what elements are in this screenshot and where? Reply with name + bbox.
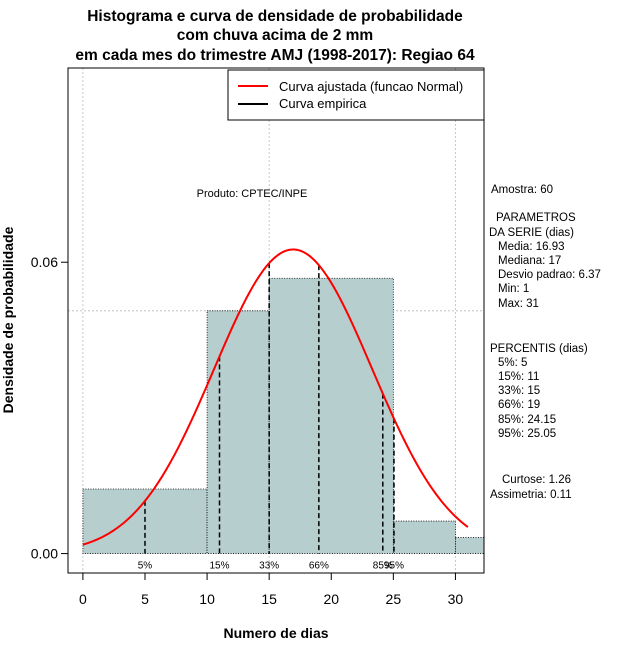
chart-title-line-3: em cada mes do trimestre AMJ (1998-2017)…	[75, 47, 475, 64]
stat-param-title-2: DA SERIE (dias)	[489, 227, 574, 239]
stat-p66: 66%: 19	[498, 399, 540, 411]
y-axis-label: Densidade de probabilidade	[0, 226, 16, 413]
stat-media: Media: 16.93	[498, 241, 565, 253]
stat-p15: 15%: 11	[498, 371, 539, 383]
axes-layer: 0 5 10 15 20 25 30 0.00 0.06	[31, 254, 464, 607]
stat-param-title-1: PARAMETROS	[496, 212, 576, 224]
y-tick-label-1: 0.06	[31, 254, 58, 270]
stat-p95: 95%: 25.05	[498, 428, 556, 440]
stat-mediana: Mediana: 17	[498, 255, 561, 267]
bars-layer	[82, 277, 485, 554]
legend-fit-label: Curva ajustada (funcao Normal)	[279, 79, 463, 94]
stat-perc-title: PERCENTIS (dias)	[490, 343, 588, 355]
x-tick-label-5: 25	[386, 591, 402, 607]
stat-desvio: Desvio padrao: 6.37	[498, 269, 601, 281]
histogram-bar-3	[392, 520, 456, 554]
x-axis-label: Numero de dias	[223, 625, 328, 641]
legend-empirical-label: Curva empirica	[279, 96, 367, 111]
percentile-label-0: 5%	[138, 561, 153, 572]
stat-min: Min: 1	[498, 283, 529, 295]
y-tick-label-0: 0.00	[31, 546, 58, 562]
stat-p85: 85%: 24.15	[498, 414, 556, 426]
stats-panel: Amostra: 60 PARAMETROS DA SERIE (dias) M…	[489, 184, 601, 501]
chart-title-line-2: com chuva acima de 2 mm	[177, 27, 373, 44]
percentile-label-5: 95%	[384, 561, 404, 572]
chart-title-line-1: Histograma e curva de densidade de proba…	[87, 8, 463, 25]
stat-p5: 5%: 5	[498, 357, 527, 369]
stat-assimetria: Assimetria: 0.11	[490, 489, 572, 501]
x-tick-label-6: 30	[448, 591, 464, 607]
percentile-label-1: 15%	[209, 561, 229, 572]
fit-curve-layer	[82, 248, 469, 546]
percentile-label-3: 66%	[309, 561, 329, 572]
stat-p33: 33%: 15	[498, 385, 540, 397]
histogram-bar-2	[268, 277, 394, 554]
fit-curve-line	[82, 248, 469, 546]
stat-max: Max: 31	[498, 298, 539, 310]
percentile-label-4: 85%	[373, 561, 393, 572]
histogram-bar-1	[206, 310, 270, 554]
stat-curtose: Curtose: 1.26	[502, 474, 571, 486]
x-tick-label-2: 10	[199, 591, 215, 607]
x-tick-label-4: 20	[323, 591, 339, 607]
histogram-bar-4	[455, 537, 485, 554]
product-annotation: Produto: CPTEC/INPE	[197, 188, 308, 200]
x-tick-label-1: 5	[141, 591, 149, 607]
x-tick-label-0: 0	[79, 591, 87, 607]
legend-box	[227, 69, 485, 121]
x-tick-label-3: 15	[261, 591, 277, 607]
percentile-label-2: 33%	[259, 561, 279, 572]
legend: Curva ajustada (funcao Normal) Curva emp…	[227, 69, 485, 121]
percentile-lines-layer: 5% 15% 33% 66% 85%95%	[138, 263, 404, 572]
stat-amostra: Amostra: 60	[491, 184, 553, 196]
